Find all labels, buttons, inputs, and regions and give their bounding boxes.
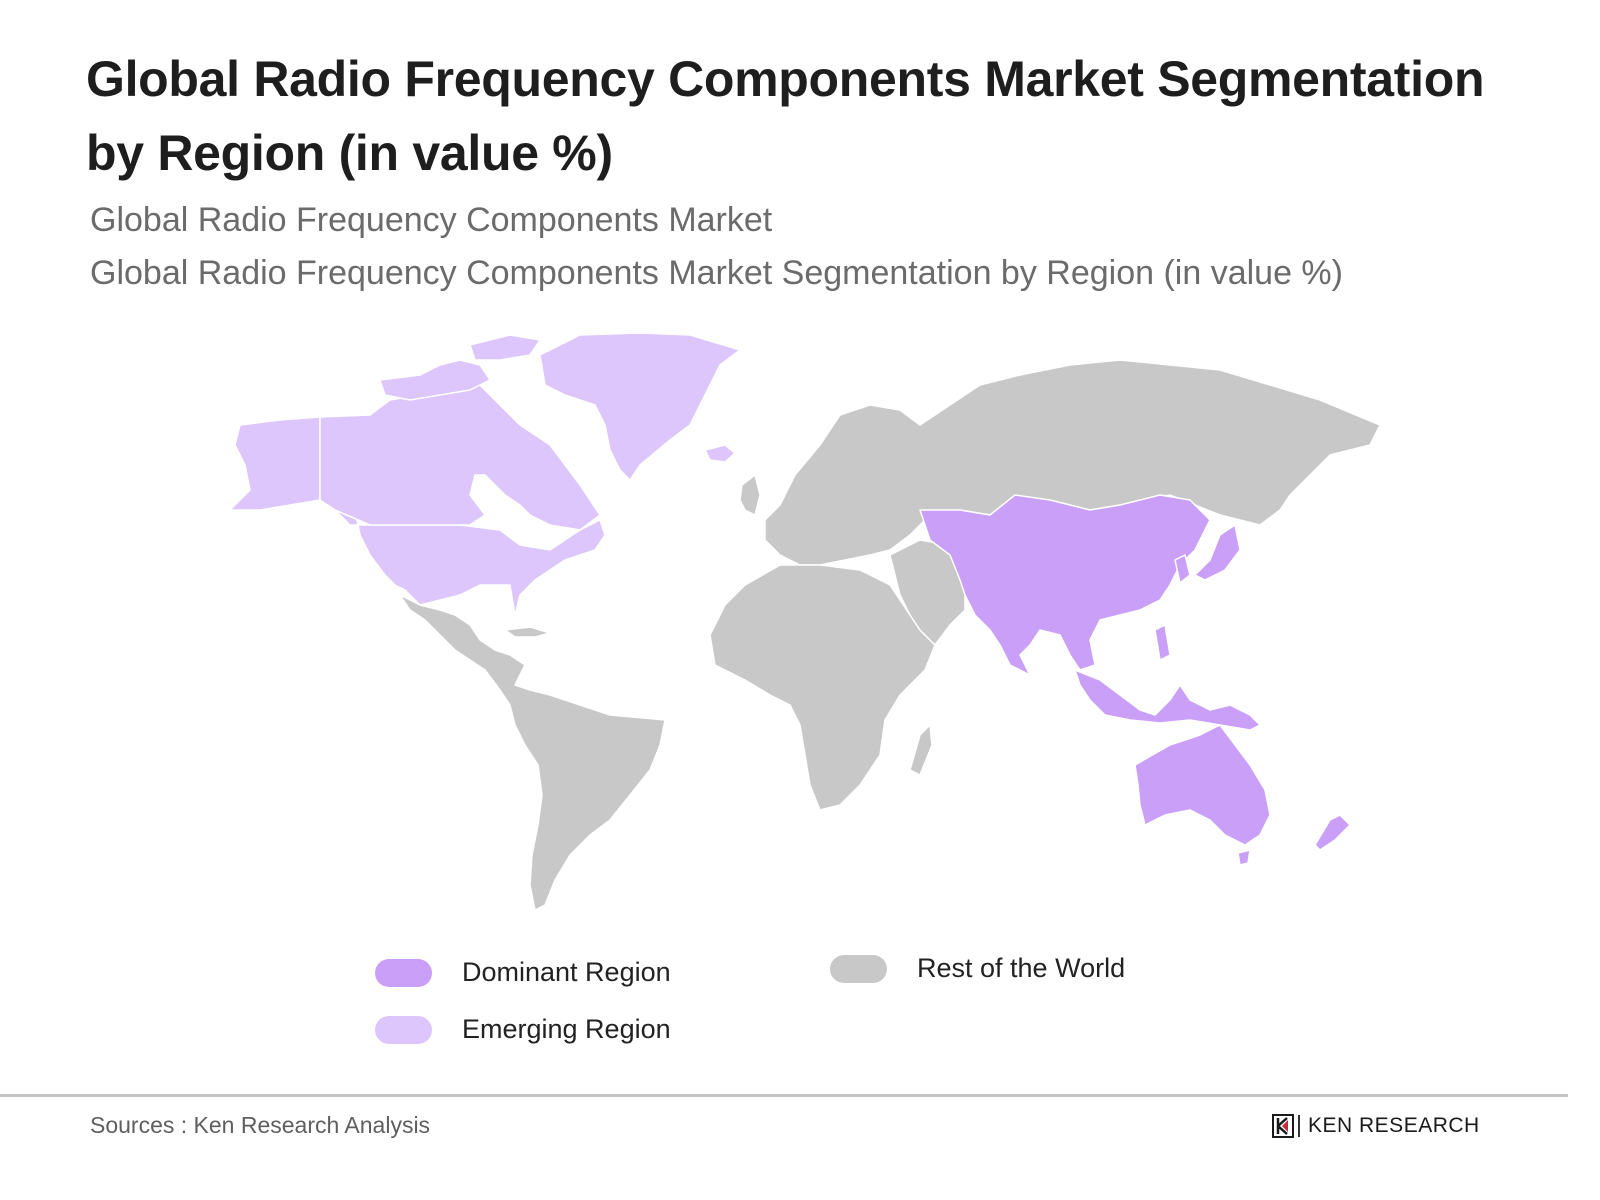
region-canada-arctic bbox=[319, 384, 601, 531]
legend-swatch-emerging bbox=[375, 1015, 432, 1044]
logo-separator bbox=[1298, 1115, 1300, 1137]
region-australia bbox=[1134, 724, 1271, 846]
subtitle-segmentation: Global Radio Frequency Components Market… bbox=[90, 254, 1343, 292]
legend-label-dominant: Dominant Region bbox=[462, 957, 671, 987]
legend-label-emerging: Emerging Region bbox=[462, 1014, 671, 1044]
subtitle-market: Global Radio Frequency Components Market bbox=[90, 201, 773, 239]
footer-divider bbox=[0, 1094, 1568, 1097]
legend-item-dominant: Dominant Region bbox=[375, 957, 671, 988]
ken-logo-icon bbox=[1272, 1114, 1294, 1138]
region-japan bbox=[1194, 524, 1241, 581]
region-madagascar bbox=[909, 724, 933, 776]
region-caribbean bbox=[504, 626, 551, 638]
region-asia bbox=[919, 494, 1211, 676]
region-tasmania bbox=[1237, 849, 1251, 866]
region-korea bbox=[1174, 554, 1191, 584]
region-uk bbox=[739, 474, 761, 516]
world-map bbox=[229, 332, 1381, 911]
legend-item-rest: Rest of the World bbox=[830, 953, 1125, 984]
region-arctic-islands bbox=[379, 334, 541, 401]
page-title: Global Radio Frequency Components Market… bbox=[86, 51, 1485, 181]
region-new-zealand bbox=[1314, 814, 1351, 851]
ken-research-logo: KEN RESEARCH bbox=[1272, 1114, 1480, 1138]
legend-item-emerging: Emerging Region bbox=[375, 1014, 671, 1045]
region-africa bbox=[709, 564, 936, 811]
region-greenland bbox=[539, 332, 741, 481]
region-europe-russia bbox=[764, 359, 1381, 566]
legend-swatch-dominant bbox=[375, 958, 432, 987]
legend-swatch-rest bbox=[830, 954, 887, 983]
region-iceland bbox=[704, 444, 736, 463]
legend-label-rest: Rest of the World bbox=[917, 953, 1126, 983]
source-note: Sources : Ken Research Analysis bbox=[90, 1112, 431, 1138]
region-southeast-asia bbox=[1074, 669, 1261, 731]
logo-text: KEN RESEARCH bbox=[1308, 1114, 1480, 1137]
region-philippines bbox=[1154, 624, 1171, 661]
region-latin-america bbox=[399, 594, 666, 911]
